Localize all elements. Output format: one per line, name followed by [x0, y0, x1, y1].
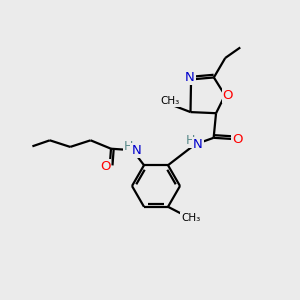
Text: H: H	[186, 134, 196, 147]
Text: O: O	[100, 160, 110, 173]
Text: H: H	[124, 140, 133, 153]
Text: O: O	[232, 133, 243, 146]
Text: O: O	[223, 89, 233, 102]
Text: N: N	[185, 71, 195, 84]
Text: CH₃: CH₃	[160, 96, 179, 106]
Text: CH₃: CH₃	[181, 213, 200, 223]
Text: N: N	[193, 138, 203, 151]
Text: N: N	[131, 144, 141, 157]
